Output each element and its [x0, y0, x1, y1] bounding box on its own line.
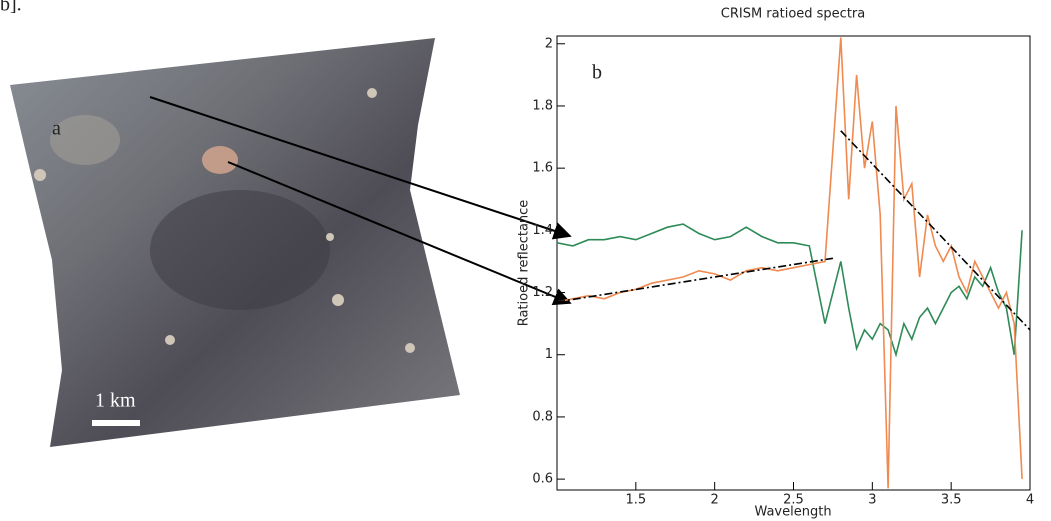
- y-tick-label: 1.2: [532, 285, 553, 300]
- x-tick-label: 2: [711, 493, 719, 508]
- scale-label: 1 km: [95, 390, 136, 412]
- x-tick-label: 4: [1026, 493, 1034, 508]
- crater: [165, 335, 175, 345]
- bright-patch: [202, 146, 238, 174]
- y-tick-label: 1.6: [532, 161, 553, 176]
- crater: [405, 343, 415, 353]
- x-tick-label: 2.5: [783, 493, 804, 508]
- arrow: [149, 96, 572, 240]
- chart: CRISM ratioed spectra Wavelength Ratioed…: [517, 7, 1035, 520]
- corner-text: b].: [0, 0, 22, 16]
- x-tick-label: 3: [868, 493, 876, 508]
- y-tick-label: 1.8: [532, 98, 553, 113]
- x-axis-label: Wavelength: [754, 505, 831, 520]
- crater: [332, 294, 344, 306]
- arrow: [227, 161, 572, 306]
- plot-frame: [556, 35, 1031, 491]
- y-tick-label: 2: [545, 36, 553, 51]
- y-tick-label: 1: [545, 347, 553, 362]
- spectrum-line: [556, 37, 1023, 489]
- crater: [367, 88, 377, 98]
- scale-bar: [92, 420, 140, 426]
- panel-label: a: [52, 118, 61, 140]
- crater: [326, 233, 334, 241]
- crater: [50, 115, 120, 165]
- x-tick-label: 1.5: [625, 493, 646, 508]
- chart-title: CRISM ratioed spectra: [721, 7, 865, 22]
- fit-line: [556, 257, 834, 303]
- spectrum-line: [556, 223, 1023, 358]
- x-tick-label: 3.5: [941, 493, 962, 508]
- y-tick-label: 0.6: [532, 472, 553, 487]
- dark-region: [150, 190, 330, 310]
- crater: [34, 169, 46, 181]
- panel-label: b: [592, 62, 602, 84]
- y-tick-label: 0.8: [532, 409, 553, 424]
- y-tick-label: 1.4: [532, 223, 553, 238]
- surface-image: a 1 km: [10, 38, 460, 447]
- fit-line: [840, 130, 1031, 331]
- y-axis-label: Ratioed reflectance: [517, 200, 532, 327]
